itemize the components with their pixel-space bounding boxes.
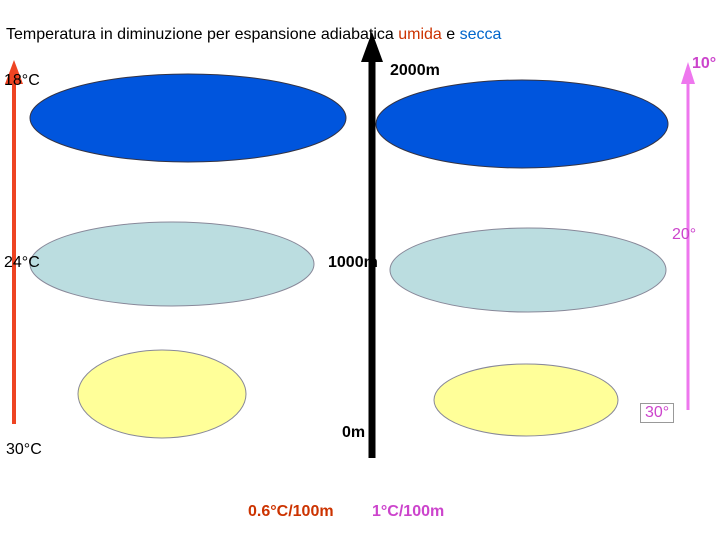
altitude-high: 2000m bbox=[390, 62, 440, 79]
cloud-right-high bbox=[375, 79, 669, 169]
center-arrow-head bbox=[361, 32, 383, 62]
left-temp-middle: 24°C bbox=[4, 254, 40, 271]
left-temp-top: 18°C bbox=[4, 72, 40, 89]
cloud-left-low bbox=[77, 349, 247, 439]
title-dry: secca bbox=[459, 26, 502, 43]
right-temp-middle: 20° bbox=[672, 226, 697, 243]
dry-arrow-head bbox=[681, 62, 695, 84]
left-temp-bottom: 30°C bbox=[6, 441, 42, 458]
cloud-right-low bbox=[433, 363, 619, 437]
humid-rate: 0.6°C/100m bbox=[248, 503, 334, 520]
cloud-right-mid bbox=[389, 227, 667, 313]
humid-arrow-head bbox=[5, 60, 23, 84]
title-humid: umida bbox=[398, 26, 442, 43]
title-conjunction: e bbox=[441, 26, 460, 43]
title-text: Temperatura in diminuzione per espansion… bbox=[6, 26, 399, 43]
altitude-low: 0m bbox=[342, 424, 366, 441]
right-temp-top: 10° bbox=[692, 55, 717, 72]
right-temp-bottom: 30° bbox=[640, 403, 675, 423]
diagram-title: Temperatura in diminuzione per espansion… bbox=[6, 26, 501, 44]
altitude-mid: 1000m bbox=[328, 254, 378, 271]
cloud-left-high bbox=[29, 73, 347, 163]
dry-rate: 1°C/100m bbox=[372, 503, 445, 520]
cloud-left-mid bbox=[29, 221, 315, 307]
